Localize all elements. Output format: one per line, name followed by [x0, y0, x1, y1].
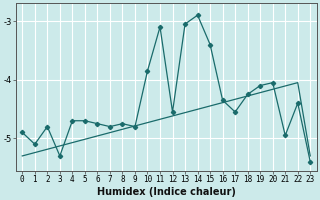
X-axis label: Humidex (Indice chaleur): Humidex (Indice chaleur) — [97, 187, 236, 197]
